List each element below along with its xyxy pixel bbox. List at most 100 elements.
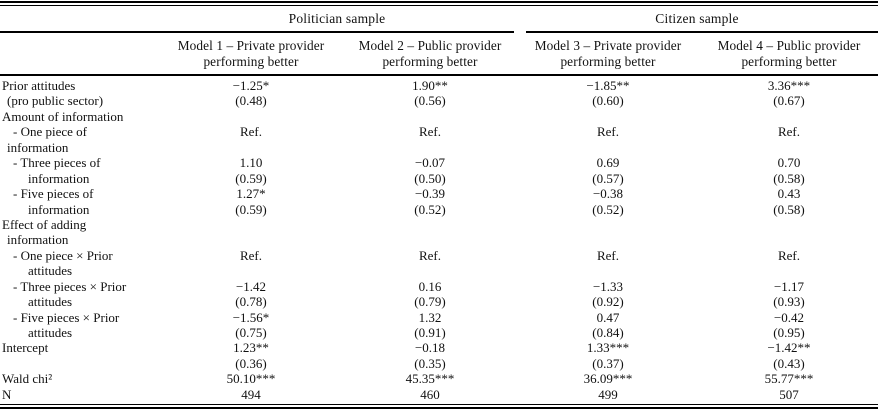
table-row: information (0.59) (0.52) (0.52) (0.58) xyxy=(0,202,878,217)
cell-value: 45.35*** xyxy=(405,371,455,387)
citizen-spanner-rule xyxy=(526,31,878,33)
cell-value xyxy=(700,217,878,232)
citizen-sample-header: Citizen sample xyxy=(655,10,739,26)
model-3-header: Model 3 – Private provider performing be… xyxy=(516,33,700,74)
cell-value: Ref. xyxy=(596,247,620,263)
cell-value: (0.95) xyxy=(773,325,805,340)
row-label: (pro public sector) xyxy=(7,93,104,109)
model-2-header: Model 2 – Public provider performing bet… xyxy=(344,33,516,74)
table-row: Wald chi² 50.10*** 45.35*** 36.09*** 55.77**… xyxy=(0,371,878,386)
cell-value xyxy=(344,232,516,247)
row-label: Effect of adding xyxy=(2,216,87,232)
model-3-header-line1: Model 3 – Private provider xyxy=(534,37,682,53)
cell-value xyxy=(516,140,700,155)
cell-value: 1.27* xyxy=(236,186,266,202)
cell-value: (0.67) xyxy=(773,93,805,109)
cell-value: 0.70 xyxy=(777,155,801,171)
cell-value: (0.93) xyxy=(773,294,805,310)
cell-value: Ref. xyxy=(239,247,263,263)
top-rule-outer xyxy=(0,1,878,3)
cell-value: Ref. xyxy=(777,247,801,263)
cell-value: (0.92) xyxy=(592,294,624,310)
cell-value xyxy=(700,140,878,155)
model-4-header-line1: Model 4 – Public provider xyxy=(717,37,861,53)
table-row: (pro public sector) (0.48) (0.56) (0.60) (0.… xyxy=(0,93,878,108)
cell-value: (0.60) xyxy=(592,93,624,109)
cell-value: −0.18 xyxy=(414,340,446,356)
bottom-rule-outer xyxy=(0,407,878,409)
table-row: Amount of information xyxy=(0,109,878,124)
table-row: attitudes (0.75) (0.91) (0.84) (0.95) xyxy=(0,325,878,340)
cell-value: −1.42 xyxy=(235,278,267,294)
model-4-header-line2: performing better xyxy=(741,53,837,69)
cell-value xyxy=(344,217,516,232)
cell-value: −1.17 xyxy=(773,278,805,294)
cell-value: 55.77*** xyxy=(764,371,814,387)
cell-value: (0.52) xyxy=(414,201,446,217)
row-label: attitudes xyxy=(28,325,73,340)
row-label: - One piece of xyxy=(13,124,87,140)
table-row: attitudes (0.78) (0.79) (0.92) (0.93) xyxy=(0,294,878,309)
cell-value xyxy=(516,109,700,124)
model-header-row: Model 1 – Private provider performing be… xyxy=(0,33,878,74)
cell-value: (0.91) xyxy=(414,325,446,340)
cell-value: −0.07 xyxy=(414,155,446,171)
cell-value: −1.25* xyxy=(232,78,270,93)
table-row: - Three pieces × Prior −1.42 0.16 −1.33 −1.1… xyxy=(0,279,878,294)
row-label: - Five pieces × Prior xyxy=(13,309,120,325)
cell-value: (0.36) xyxy=(235,355,267,371)
row-label: - Three pieces × Prior xyxy=(13,278,127,294)
top-rule-inner xyxy=(0,5,878,6)
table-row: - Five pieces of 1.27* −0.39 −0.38 0.43 xyxy=(0,186,878,201)
cell-value xyxy=(700,109,878,124)
table-row: Prior attitudes −1.25* 1.90** −1.85** 3.36**… xyxy=(0,78,878,93)
cell-value: 3.36*** xyxy=(767,78,811,93)
cell-value: 499 xyxy=(598,386,618,402)
politician-spanner-rule xyxy=(0,31,514,33)
cell-value: −1.42** xyxy=(767,340,811,356)
cell-value: Ref. xyxy=(418,247,442,263)
cell-value: Ref. xyxy=(418,124,442,140)
table-row: Intercept 1.23** −0.18 1.33*** −1.42** xyxy=(0,340,878,355)
table-body: Prior attitudes −1.25* 1.90** −1.85** 3.36**… xyxy=(0,78,878,402)
cell-value: (0.35) xyxy=(414,355,446,371)
model-4-header: Model 4 – Public provider performing bet… xyxy=(700,33,878,74)
cell-value: Ref. xyxy=(239,124,263,140)
cell-value: (0.37) xyxy=(592,355,624,371)
cell-value xyxy=(158,217,344,232)
table-row: - Three pieces of 1.10 −0.07 0.69 0.70 xyxy=(0,155,878,170)
table-row: - One piece × Prior Ref. Ref. Ref. Ref. xyxy=(0,248,878,263)
cell-value xyxy=(158,140,344,155)
table-row: N 494 460 499 507 xyxy=(0,387,878,402)
cell-value: 0.47 xyxy=(596,309,620,325)
row-label: attitudes xyxy=(28,263,73,279)
cell-value: Ref. xyxy=(777,124,801,140)
cell-value xyxy=(344,109,516,124)
cell-value: −1.33 xyxy=(592,278,624,294)
cell-value xyxy=(344,263,516,278)
bottom-rule-inner xyxy=(0,404,878,405)
table-row: - One piece of Ref. Ref. Ref. Ref. xyxy=(0,124,878,139)
row-label: - One piece × Prior xyxy=(13,247,113,263)
cell-value: Ref. xyxy=(596,124,620,140)
row-label: Amount of information xyxy=(2,108,124,124)
cell-value: 494 xyxy=(241,386,261,402)
row-label: attitudes xyxy=(28,294,73,310)
table-row: information xyxy=(0,232,878,247)
cell-value xyxy=(158,263,344,278)
model-3-header-line2: performing better xyxy=(560,53,656,69)
row-label: information xyxy=(28,170,90,186)
cell-value xyxy=(516,217,700,232)
cell-value: −1.56* xyxy=(232,309,270,325)
row-label: Wald chi² xyxy=(2,371,53,387)
cell-value xyxy=(700,232,878,247)
cell-value: (0.58) xyxy=(773,170,805,186)
cell-value: 1.10 xyxy=(239,155,263,171)
cell-value: (0.57) xyxy=(592,170,624,186)
cell-value: (0.58) xyxy=(773,201,805,217)
cell-value xyxy=(158,232,344,247)
row-label: information xyxy=(7,232,69,248)
cell-value: (0.75) xyxy=(235,325,267,340)
cell-value: (0.43) xyxy=(773,355,805,371)
